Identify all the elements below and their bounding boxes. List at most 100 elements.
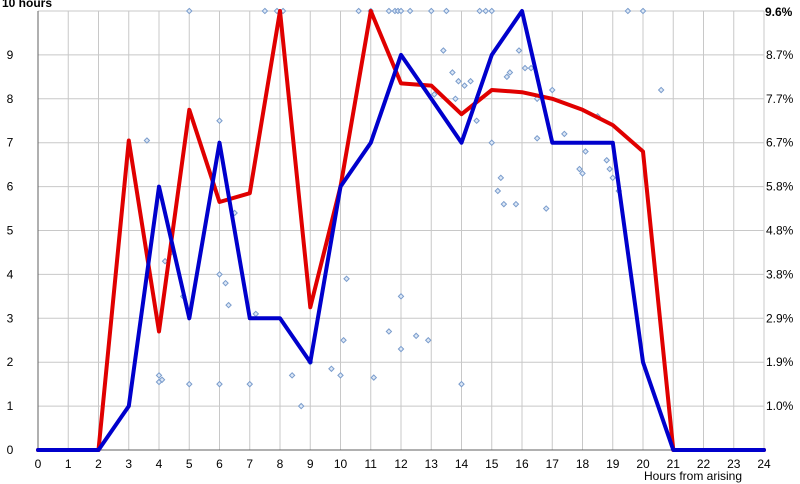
scatter-point bbox=[261, 7, 269, 15]
scatter-point bbox=[385, 7, 393, 15]
right-tick-label: 1.0% bbox=[766, 399, 794, 413]
scatter-point bbox=[343, 275, 350, 283]
y-tick-label: 8 bbox=[7, 92, 14, 106]
scatter-point bbox=[639, 7, 647, 15]
scatter-point bbox=[385, 328, 393, 335]
series-line-blue bbox=[36, 9, 766, 452]
scatter-point bbox=[288, 372, 296, 379]
y-tick-label: 4 bbox=[7, 267, 14, 281]
x-tick-label: 21 bbox=[667, 457, 681, 471]
x-tick-label: 6 bbox=[216, 457, 223, 471]
x-tick-label: 13 bbox=[425, 457, 439, 471]
scatter-point bbox=[467, 77, 474, 85]
right-tick-label: 7.7% bbox=[766, 92, 794, 106]
scatter-point bbox=[582, 148, 589, 155]
x-tick-label: 12 bbox=[394, 457, 408, 471]
scatter-point bbox=[624, 7, 632, 15]
scatter-point bbox=[443, 7, 450, 15]
series-line-red bbox=[36, 9, 766, 452]
left-axis-title: 10 hours bbox=[2, 0, 52, 10]
x-tick-label: 8 bbox=[277, 457, 284, 471]
scatter-point bbox=[355, 7, 362, 15]
scatter-point bbox=[461, 82, 468, 89]
scatter-point bbox=[521, 64, 529, 72]
scatter-point bbox=[155, 372, 163, 379]
right-tick-label: 2.9% bbox=[766, 311, 794, 325]
x-tick-label: 22 bbox=[697, 457, 711, 471]
scatter-point bbox=[185, 7, 193, 15]
scatter-point bbox=[497, 174, 505, 182]
scatter-point bbox=[328, 365, 335, 373]
x-tick-label: 15 bbox=[485, 457, 499, 471]
scatter-point bbox=[427, 7, 435, 15]
scatter-point bbox=[452, 95, 459, 103]
scatter-point bbox=[500, 200, 508, 208]
x-tick-label: 11 bbox=[365, 457, 378, 471]
scatter-point bbox=[143, 137, 151, 144]
scatter-point bbox=[397, 345, 405, 353]
x-tick-label: 20 bbox=[636, 457, 650, 471]
scatter-point bbox=[561, 130, 568, 138]
scatter-point bbox=[424, 336, 432, 344]
scatter-point bbox=[609, 174, 617, 182]
scatter-point bbox=[397, 293, 405, 300]
scatter-point bbox=[527, 64, 535, 72]
scatter-point bbox=[449, 69, 456, 76]
right-tick-label: 6.7% bbox=[766, 136, 794, 150]
x-tick-label: 19 bbox=[606, 457, 620, 471]
y-tick-label: 0 bbox=[7, 443, 14, 457]
scatter-point bbox=[406, 7, 414, 15]
series-lines bbox=[36, 9, 766, 452]
scatter-point bbox=[216, 117, 223, 125]
right-axis-title: 9.6% bbox=[765, 5, 793, 19]
scatter-point bbox=[512, 200, 520, 208]
scatter-point bbox=[297, 402, 305, 410]
scatter-point bbox=[488, 7, 496, 15]
scatter-point bbox=[412, 332, 420, 340]
x-tick-label: 10 bbox=[334, 457, 348, 471]
scatter-point bbox=[225, 301, 232, 309]
x-axis-label: Hours from arising bbox=[644, 469, 742, 483]
scatter-point bbox=[606, 165, 614, 173]
x-tick-label: 18 bbox=[576, 457, 590, 471]
scatter-point bbox=[576, 165, 583, 173]
y-tick-label: 1 bbox=[7, 399, 14, 413]
scatter-points bbox=[143, 7, 665, 410]
scatter-point bbox=[340, 336, 347, 344]
x-tick-label: 7 bbox=[246, 457, 253, 471]
scatter-point bbox=[657, 86, 665, 94]
scatter-point bbox=[246, 380, 254, 388]
x-tick-label: 2 bbox=[95, 457, 102, 471]
x-tick-label: 23 bbox=[727, 457, 741, 471]
x-tick-label: 9 bbox=[307, 457, 314, 471]
scatter-point bbox=[506, 69, 514, 76]
y-tick-label: 5 bbox=[7, 224, 14, 238]
scatter-point bbox=[430, 91, 438, 98]
x-tick-label: 0 bbox=[35, 457, 42, 471]
x-tick-label: 17 bbox=[546, 457, 560, 471]
scatter-point bbox=[482, 7, 490, 15]
scatter-point bbox=[440, 47, 447, 54]
y-tick-label: 7 bbox=[7, 136, 14, 150]
scatter-point bbox=[548, 86, 556, 94]
scatter-point bbox=[488, 139, 496, 147]
scatter-point bbox=[158, 376, 166, 384]
x-tick-label: 3 bbox=[125, 457, 132, 471]
right-tick-label: 5.8% bbox=[766, 180, 794, 194]
scatter-point bbox=[503, 73, 511, 81]
scatter-point bbox=[216, 271, 223, 278]
scatter-point bbox=[185, 380, 193, 388]
x-tick-label: 5 bbox=[186, 457, 193, 471]
scatter-point bbox=[216, 380, 223, 388]
y-tick-label: 9 bbox=[7, 48, 14, 62]
x-tick-label: 1 bbox=[65, 457, 72, 471]
right-tick-label: 8.7% bbox=[766, 48, 794, 62]
scatter-point bbox=[222, 279, 229, 287]
right-tick-label: 4.8% bbox=[766, 224, 794, 238]
x-tick-label: 14 bbox=[455, 457, 469, 471]
scatter-point bbox=[337, 372, 344, 379]
x-tick-label: 4 bbox=[156, 457, 163, 471]
scatter-point bbox=[494, 187, 502, 195]
scatter-point bbox=[455, 77, 462, 85]
scatter-point bbox=[603, 156, 611, 164]
